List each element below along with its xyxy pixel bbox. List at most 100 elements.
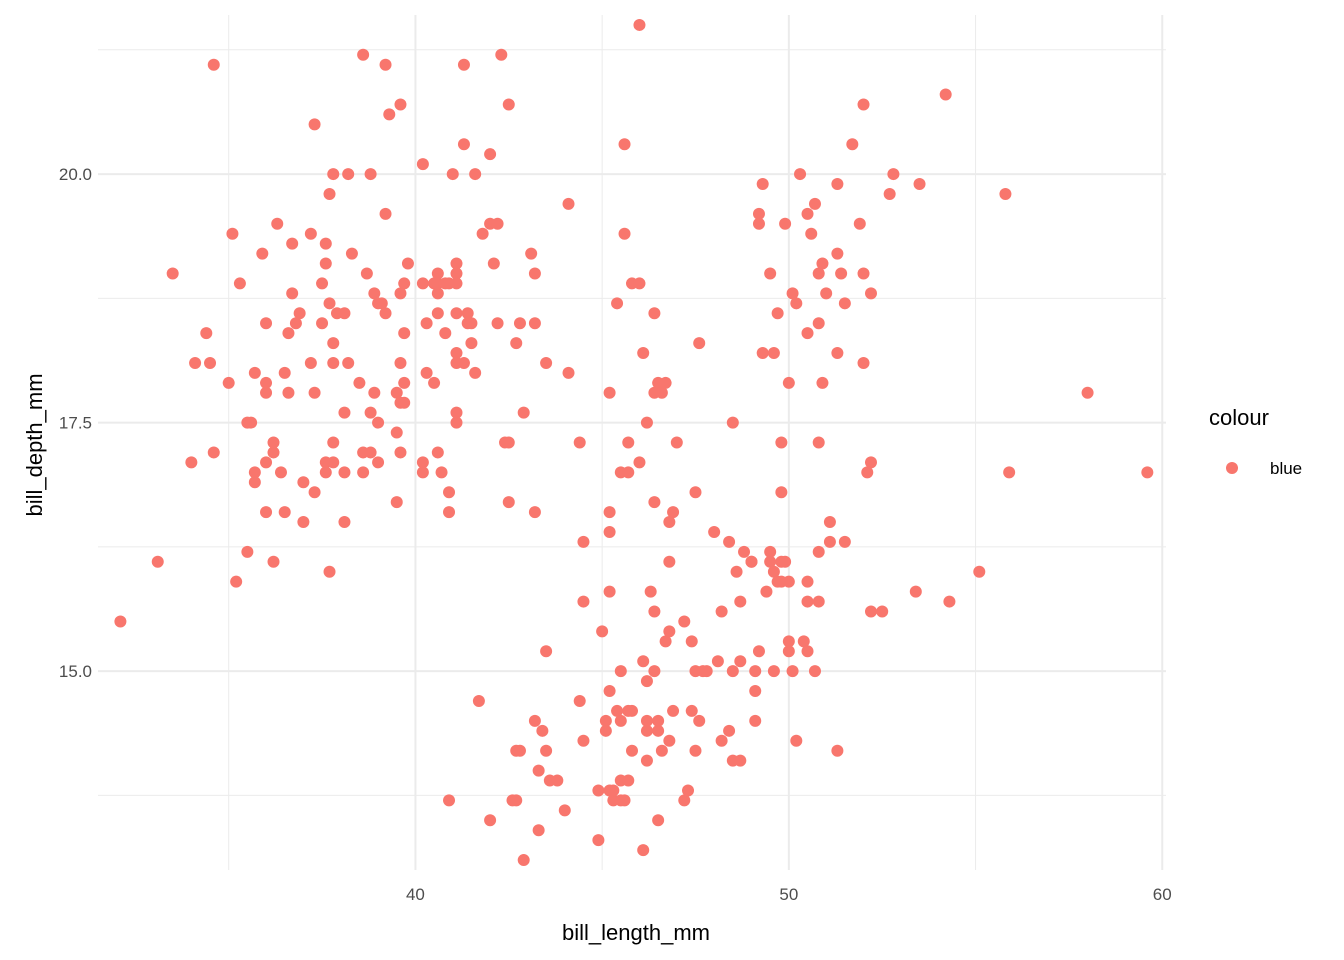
data-point	[260, 317, 273, 330]
data-point	[528, 267, 541, 280]
data-point	[812, 545, 825, 558]
data-point	[517, 854, 530, 867]
data-point	[513, 744, 526, 757]
data-point	[831, 247, 844, 260]
data-point	[323, 565, 336, 578]
data-point	[338, 406, 351, 419]
data-point	[640, 675, 653, 688]
data-point	[775, 486, 788, 499]
data-point	[663, 555, 676, 568]
data-point	[767, 665, 780, 678]
data-point	[782, 376, 795, 389]
data-point	[693, 337, 706, 350]
data-point	[682, 784, 695, 797]
data-point	[622, 774, 635, 787]
data-point	[450, 267, 463, 280]
data-point	[353, 376, 366, 389]
data-point	[678, 615, 691, 628]
data-point	[782, 575, 795, 588]
data-point	[786, 665, 799, 678]
data-point	[304, 356, 317, 369]
data-point	[752, 645, 765, 658]
data-point	[364, 406, 377, 419]
data-point	[114, 615, 127, 628]
data-point	[779, 555, 792, 568]
data-point	[390, 386, 403, 399]
data-point	[689, 486, 702, 499]
data-point	[730, 565, 743, 578]
data-point	[260, 506, 273, 519]
data-point	[823, 535, 836, 548]
data-point	[618, 227, 631, 240]
data-point	[443, 794, 456, 807]
data-point	[726, 416, 739, 429]
data-point	[823, 516, 836, 529]
data-point	[835, 267, 848, 280]
data-point	[786, 287, 799, 300]
data-point	[633, 18, 646, 31]
data-point	[528, 506, 541, 519]
data-point	[327, 456, 340, 469]
data-point	[573, 694, 586, 707]
data-point	[274, 466, 287, 479]
data-point	[323, 187, 336, 200]
data-point	[450, 347, 463, 360]
data-point	[420, 366, 433, 379]
data-point	[708, 525, 721, 538]
data-point	[450, 277, 463, 290]
data-point	[532, 824, 545, 837]
data-point	[461, 307, 474, 320]
data-point	[443, 506, 456, 519]
data-point	[603, 685, 616, 698]
legend-title: colour	[1209, 405, 1269, 430]
data-point	[853, 217, 866, 230]
data-point	[749, 665, 762, 678]
y-tick-label: 17.5	[59, 414, 92, 433]
data-point	[607, 784, 620, 797]
data-point	[573, 436, 586, 449]
data-point	[487, 257, 500, 270]
data-point	[760, 585, 773, 598]
data-point	[797, 635, 810, 648]
data-point	[517, 406, 530, 419]
data-points	[114, 18, 1154, 867]
data-point	[540, 356, 553, 369]
data-point	[801, 645, 814, 658]
data-point	[394, 446, 407, 459]
data-point	[603, 386, 616, 399]
data-point	[248, 366, 261, 379]
data-point	[577, 535, 590, 548]
data-point	[342, 168, 355, 181]
data-point	[752, 207, 765, 220]
data-point	[207, 58, 220, 71]
data-point	[745, 555, 758, 568]
data-point	[267, 436, 280, 449]
data-point	[808, 665, 821, 678]
data-point	[450, 307, 463, 320]
data-point	[756, 178, 769, 191]
data-point	[812, 595, 825, 608]
data-point	[622, 436, 635, 449]
data-point	[577, 595, 590, 608]
data-point	[540, 744, 553, 757]
data-point	[622, 466, 635, 479]
data-point	[726, 665, 739, 678]
data-point	[465, 337, 478, 350]
data-point	[510, 794, 523, 807]
data-point	[648, 665, 661, 678]
data-point	[151, 555, 164, 568]
data-point	[357, 466, 370, 479]
data-point	[304, 227, 317, 240]
data-point	[476, 227, 489, 240]
data-point	[801, 207, 814, 220]
data-point	[528, 317, 541, 330]
data-point	[790, 297, 803, 310]
data-point	[663, 516, 676, 529]
data-point	[652, 814, 665, 827]
data-point	[368, 386, 381, 399]
data-point	[771, 307, 784, 320]
data-point	[734, 595, 747, 608]
data-point	[801, 575, 814, 588]
data-point	[655, 744, 668, 757]
